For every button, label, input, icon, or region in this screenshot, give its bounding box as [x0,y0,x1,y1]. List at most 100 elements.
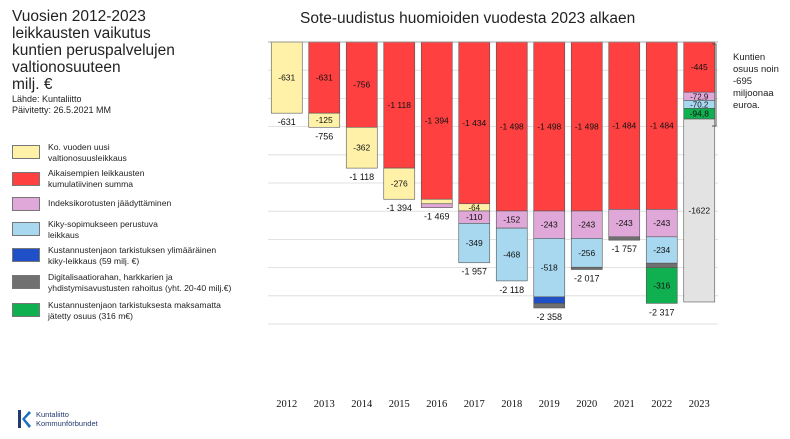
data-label: -468 [503,250,520,260]
annotation-note: Kuntien osuus noin -695 miljoonaa euroa. [733,52,779,112]
data-label: -243 [578,220,595,230]
bar-segment-new [420,198,453,205]
data-label: -110 [466,212,483,222]
bar-segment-kiky [458,223,491,264]
data-label: -70,2 [690,100,709,109]
data-label: -518 [541,263,558,273]
legend-swatch-index [12,197,40,211]
data-label: -1 484 [612,121,636,131]
data-label: -72,9 [690,92,709,101]
data-label: -125 [316,115,333,125]
bar-segment-cum [608,41,641,210]
data-label: -1 498 [537,121,561,131]
data-label: -243 [653,218,670,228]
legend-label: Ko. vuoden uusi [48,142,110,152]
data-label: -349 [466,238,483,248]
legend-swatch-cum [12,172,40,186]
source-text: Lähde: Kuntaliitto [12,94,82,104]
logo-text: Kuntaliitto Kommunförbundet [36,410,98,428]
x-tick-label: 2017 [464,399,485,410]
total-label: -2 317 [649,307,675,317]
total-label: -1 118 [349,172,374,182]
legend-label: leikkaus [48,230,80,240]
x-tick-label: 2015 [389,399,410,410]
logo-mark-icon [18,410,31,428]
bar-segment-kiky [570,238,603,268]
total-label: -1 469 [424,212,450,222]
logo-line: Kommunförbundet [36,418,98,428]
total-label: -2 358 [536,312,562,322]
bar-segment-kiky [495,227,528,282]
data-label: -243 [616,218,633,228]
note-line: -695 [733,76,753,87]
data-label: -631 [278,73,295,83]
data-label: -256 [578,248,595,258]
x-tick-label: 2019 [539,399,560,410]
title-line: leikkausten vaikutus [12,25,151,42]
logo-line: Kuntaliitto [36,410,69,419]
bracket-2023 [712,43,717,127]
total-label: -1 957 [461,267,487,277]
bar-segment-index [533,210,566,239]
total-label: -1 394 [386,203,412,213]
data-label: -276 [391,179,408,189]
bar-segment-cum [533,41,566,212]
bar-segment-total2023 [683,118,716,303]
bar-segment-unpaid [645,267,678,304]
total-label: -2 118 [499,285,524,295]
bar-segment-cum [495,41,528,212]
x-tick-label: 2022 [651,399,672,410]
chart-subtitle: Sote-uudistus huomioiden vuodesta 2023 a… [300,10,636,27]
data-label: -1 434 [462,118,486,128]
title-line: milj. € [12,76,53,93]
x-tick-label: 2018 [501,399,522,410]
data-label: -1 118 [388,100,412,110]
legend-swatch-unpaid [12,303,40,317]
bar-segment-extra [533,296,566,304]
bar-segment-digi [570,266,603,270]
bar-segment-cum [683,41,716,93]
chart-title: Vuosien 2012-2023 leikkausten vaikutus k… [12,8,262,93]
data-label: -445 [691,62,708,72]
legend-label: Kustannustenjaon tarkistuksesta maksamat… [48,300,221,310]
bar-segment-index [645,209,678,238]
note-line: euroa. [733,100,760,111]
data-label: -94,8 [690,109,710,119]
data-label: -1622 [688,206,710,216]
bar-segment-digi [533,303,566,309]
bar-segment-new [345,126,378,169]
bar-segment-cum [345,41,378,128]
legend-swatch-new [12,145,40,159]
total-label: -631 [278,117,296,127]
legend-swatch-extra [12,248,40,262]
x-tick-label: 2023 [689,399,710,410]
note-line: miljoonaa [733,88,774,99]
bar-segment-cum [570,41,603,212]
legend-label: kiky-leikkaus (59 milj. €) [48,256,140,266]
legend-label: Indeksikorotusten jäädyttäminen [48,198,172,208]
bar-segment-new [383,167,416,200]
legend-label: Kustannustenjaon tarkistuksen ylimääräin… [48,245,217,255]
x-tick-label: 2016 [426,399,447,410]
x-tick-label: 2020 [576,399,597,410]
title-line: kuntien peruspalvelujen [12,42,175,59]
data-label: -362 [353,143,370,153]
data-label: -1 498 [575,121,599,131]
note-line: Kuntien [733,52,766,63]
data-label: -234 [653,245,670,255]
x-tick-label: 2014 [351,399,373,410]
x-tick-label: 2021 [614,399,635,410]
legend-label: Kiky-sopimukseen perustuva [48,219,158,229]
bar-segment-cum [308,41,341,114]
kuntaliitto-logo: Kuntaliitto Kommunförbundet [16,408,98,435]
note-line: osuus noin [733,64,779,75]
total-label: -756 [315,131,333,141]
data-label: -1 394 [425,116,449,126]
updated-text: Päivitetty: 26.5.2021 MM [12,105,112,115]
legend-label: valtionosuusleikkaus [48,153,127,163]
data-label: -1 484 [650,121,674,131]
data-label: -631 [316,73,333,83]
bar-segment-new [308,112,341,128]
x-tick-label: 2012 [276,399,297,410]
bar-segment-new [270,41,303,114]
